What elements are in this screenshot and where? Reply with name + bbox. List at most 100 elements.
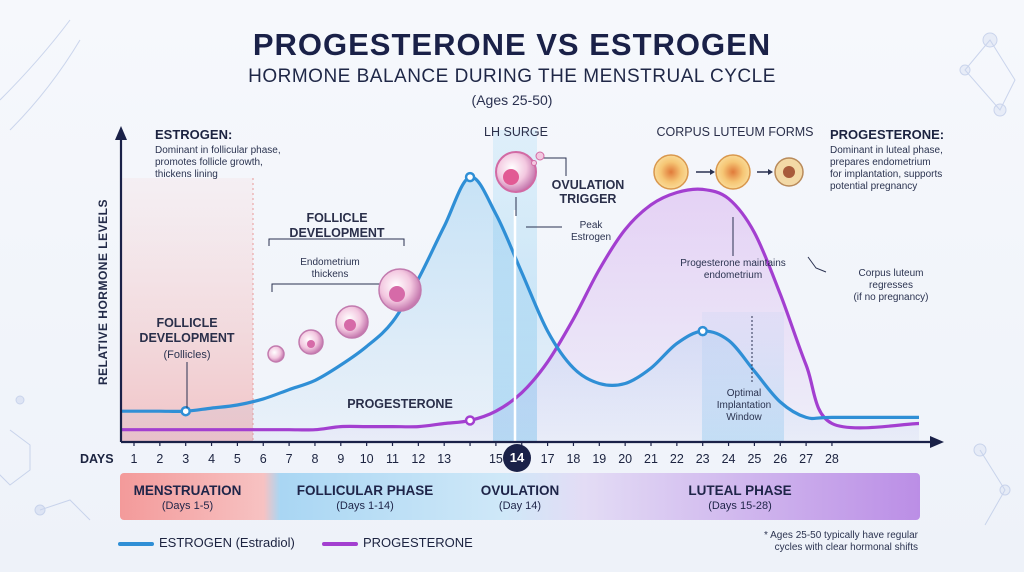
corpus-luteum-icons: [653, 154, 804, 190]
phase-days: (Days 1-5): [161, 500, 214, 512]
estrogen-note-line: promotes follicle growth,: [155, 157, 263, 168]
progesterone-note: PROGESTERONE: Dominant in luteal phase, …: [830, 127, 944, 193]
day-tick-label: 26: [773, 452, 788, 466]
estrogen-note-line: thickens lining: [155, 169, 218, 180]
phase-name: LUTEAL PHASE: [688, 483, 792, 498]
phase-days: (Day 14): [498, 500, 542, 512]
day-tick-label: 5: [233, 452, 241, 466]
molecule-decoration-left: [0, 19, 91, 521]
day-tick-label: 23: [695, 452, 710, 466]
implantation-window-line: Implantation: [716, 400, 772, 411]
day-tick-label: 15: [488, 452, 503, 466]
endometrium-thickens-line: Endometrium: [300, 257, 360, 268]
page-title: PROGESTERONE VS ESTROGEN: [252, 27, 772, 62]
day-tick-label: 8: [311, 452, 319, 466]
progesterone-note-title: PROGESTERONE:: [830, 127, 945, 142]
corpus-luteum-regresses-line: (if no pregnancy): [853, 292, 929, 303]
phase-days: (Days 1-14): [336, 500, 394, 512]
phase-days: (Days 15-28): [708, 500, 772, 512]
endometrium-thickens-line: thickens: [311, 269, 349, 280]
implantation-window-line: Window: [726, 412, 762, 423]
peak-estrogen-label: Peak Estrogen: [566, 220, 616, 244]
progesterone-note-line: potential pregnancy: [830, 181, 918, 192]
phase-bar: [120, 473, 920, 520]
corpus-luteum-regresses-label: Corpus luteum regresses (if no pregnancy…: [826, 268, 956, 304]
phase-name: OVULATION: [480, 483, 560, 498]
legend-progesterone-label: PROGESTERONE: [363, 535, 473, 550]
corpus-luteum-forms-label: CORPUS LUTEUM FORMS: [656, 125, 814, 139]
estrogen-note: ESTROGEN: Dominant in follicular phase, …: [155, 127, 281, 181]
day-tick-label: 2: [156, 452, 164, 466]
ovulation-day-marker: 14: [503, 444, 531, 472]
phase-ovulation: OVULATION (Day 14): [465, 483, 575, 512]
footnote: * Ages 25-50 typically have regular cycl…: [764, 530, 918, 554]
progesterone-maintains-line: Progesterone maintains: [680, 258, 786, 269]
phase-name: FOLLICULAR PHASE: [296, 483, 434, 498]
day-tick-label: 7: [285, 452, 293, 466]
ovulation-trigger-line: TRIGGER: [559, 192, 617, 206]
footnote-line: * Ages 25-50 typically have regular: [764, 530, 918, 541]
page-subtitle: HORMONE BALANCE DURING THE MENSTRUAL CYC…: [248, 66, 776, 87]
estrogen-note-line: Dominant in follicular phase,: [155, 145, 281, 156]
day-tick-label: 9: [337, 452, 345, 466]
day-tick-label: 28: [824, 452, 839, 466]
day-tick-label: 25: [747, 452, 762, 466]
follicle-development-line: FOLLICLE: [306, 211, 368, 225]
progesterone-note-line: for implantation, supports: [830, 169, 943, 180]
follicle-development-title: FOLLICLE DEVELOPMENT: [287, 211, 387, 241]
day-tick-label: 21: [644, 452, 658, 466]
phase-name: MENSTRUATION: [133, 483, 242, 498]
follicle-development-line: DEVELOPMENT: [289, 226, 385, 240]
follicle-development-left-line: FOLLICLE: [156, 316, 218, 330]
egg-release-icon: [495, 151, 545, 193]
x-axis-label: DAYS: [80, 452, 114, 466]
estrogen-line: [121, 175, 919, 421]
day-tick-label: 18: [566, 452, 581, 466]
estrogen-luteal-peak-point: [697, 325, 708, 337]
day-tick-label: 10: [359, 452, 374, 466]
phase-follicular: FOLLICULAR PHASE (Days 1-14): [280, 483, 450, 512]
corpus-luteum-regresses-line: Corpus luteum: [858, 268, 924, 279]
day-tick-label: 11: [386, 452, 399, 466]
day-tick-label: 19: [592, 452, 607, 466]
progesterone-note-line: Dominant in luteal phase,: [830, 145, 943, 156]
age-range: (Ages 25-50): [471, 92, 553, 108]
follicles-label: (Follicles): [163, 349, 211, 361]
phase-luteal: LUTEAL PHASE (Days 15-28): [670, 483, 810, 512]
phase-menstruation: MENSTRUATION (Days 1-5): [120, 483, 255, 512]
molecule-decoration-right: [959, 32, 1016, 526]
progesterone-maintains-line: endometrium: [703, 270, 763, 281]
estrogen-note-title: ESTROGEN:: [155, 127, 233, 142]
day-tick-label: 12: [411, 452, 426, 466]
day-tick-label: 4: [208, 452, 216, 466]
day-tick-label: 20: [618, 452, 633, 466]
follicle-icons: [267, 268, 422, 363]
legend-estrogen-label: ESTROGEN (Estradiol): [159, 535, 295, 550]
lh-surge-label: LH SURGE: [484, 125, 548, 139]
progesterone-ovulation-point: [464, 415, 476, 426]
estrogen-follicle-point: [180, 405, 191, 417]
axes: [115, 126, 944, 448]
progesterone-note-line: prepares endometrium: [830, 157, 931, 168]
day-tick-label: 6: [259, 452, 267, 466]
progesterone-maintains-label: Progesterone maintains endometrium: [653, 258, 813, 282]
day-tick-label: 3: [182, 452, 190, 466]
day-tick-label: 17: [540, 452, 555, 466]
ovulation-trigger-label: OVULATION TRIGGER: [548, 178, 628, 206]
day-tick-label: 24: [721, 452, 736, 466]
peak-estrogen-line: Peak: [579, 220, 603, 231]
footnote-line: cycles with clear hormonal shifts: [774, 542, 918, 553]
y-axis-label: RELATIVE HORMONE LEVELS: [96, 199, 110, 385]
endometrium-thickens-label: Endometrium thickens: [280, 257, 380, 281]
follicle-development-left-line: DEVELOPMENT: [139, 331, 235, 345]
estrogen-area: [121, 176, 919, 442]
progesterone-line: [121, 187, 920, 432]
day-tick-label: 13: [437, 452, 452, 466]
follicle-development-left-label: FOLLICLE DEVELOPMENT: [137, 316, 237, 346]
day-tick-label: 22: [669, 452, 684, 466]
peak-estrogen-line: Estrogen: [570, 232, 612, 243]
estrogen-peak-point: [464, 171, 476, 183]
corpus-luteum-regresses-line: regresses: [869, 280, 913, 291]
day-tick-label: 1: [130, 452, 138, 466]
